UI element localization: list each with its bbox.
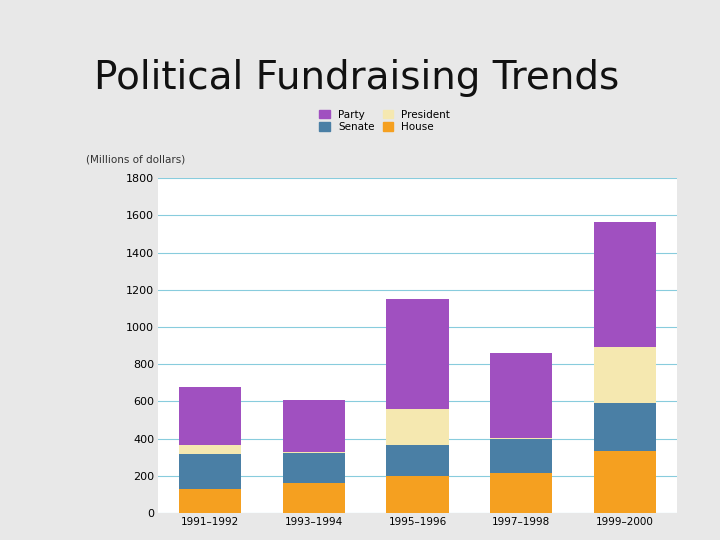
Bar xyxy=(594,403,656,451)
Bar xyxy=(490,353,552,437)
Text: Political Fundraising Trends: Political Fundraising Trends xyxy=(94,59,619,97)
Bar xyxy=(179,388,241,445)
Bar xyxy=(283,401,345,451)
Bar xyxy=(387,476,449,513)
Bar xyxy=(490,473,552,513)
Bar xyxy=(594,451,656,513)
Bar xyxy=(387,409,449,445)
Legend: Party, Senate, President, House: Party, Senate, President, House xyxy=(319,110,450,132)
Bar xyxy=(179,455,241,489)
Bar xyxy=(179,445,241,455)
Bar xyxy=(387,445,449,476)
Bar xyxy=(283,454,345,483)
Bar xyxy=(387,299,449,409)
Bar xyxy=(594,222,656,347)
Bar xyxy=(594,347,656,403)
Bar xyxy=(283,483,345,513)
Text: (Millions of dollars): (Millions of dollars) xyxy=(86,155,185,165)
Bar xyxy=(283,451,345,454)
Bar xyxy=(490,437,552,438)
Bar xyxy=(490,438,552,473)
Bar xyxy=(179,489,241,513)
